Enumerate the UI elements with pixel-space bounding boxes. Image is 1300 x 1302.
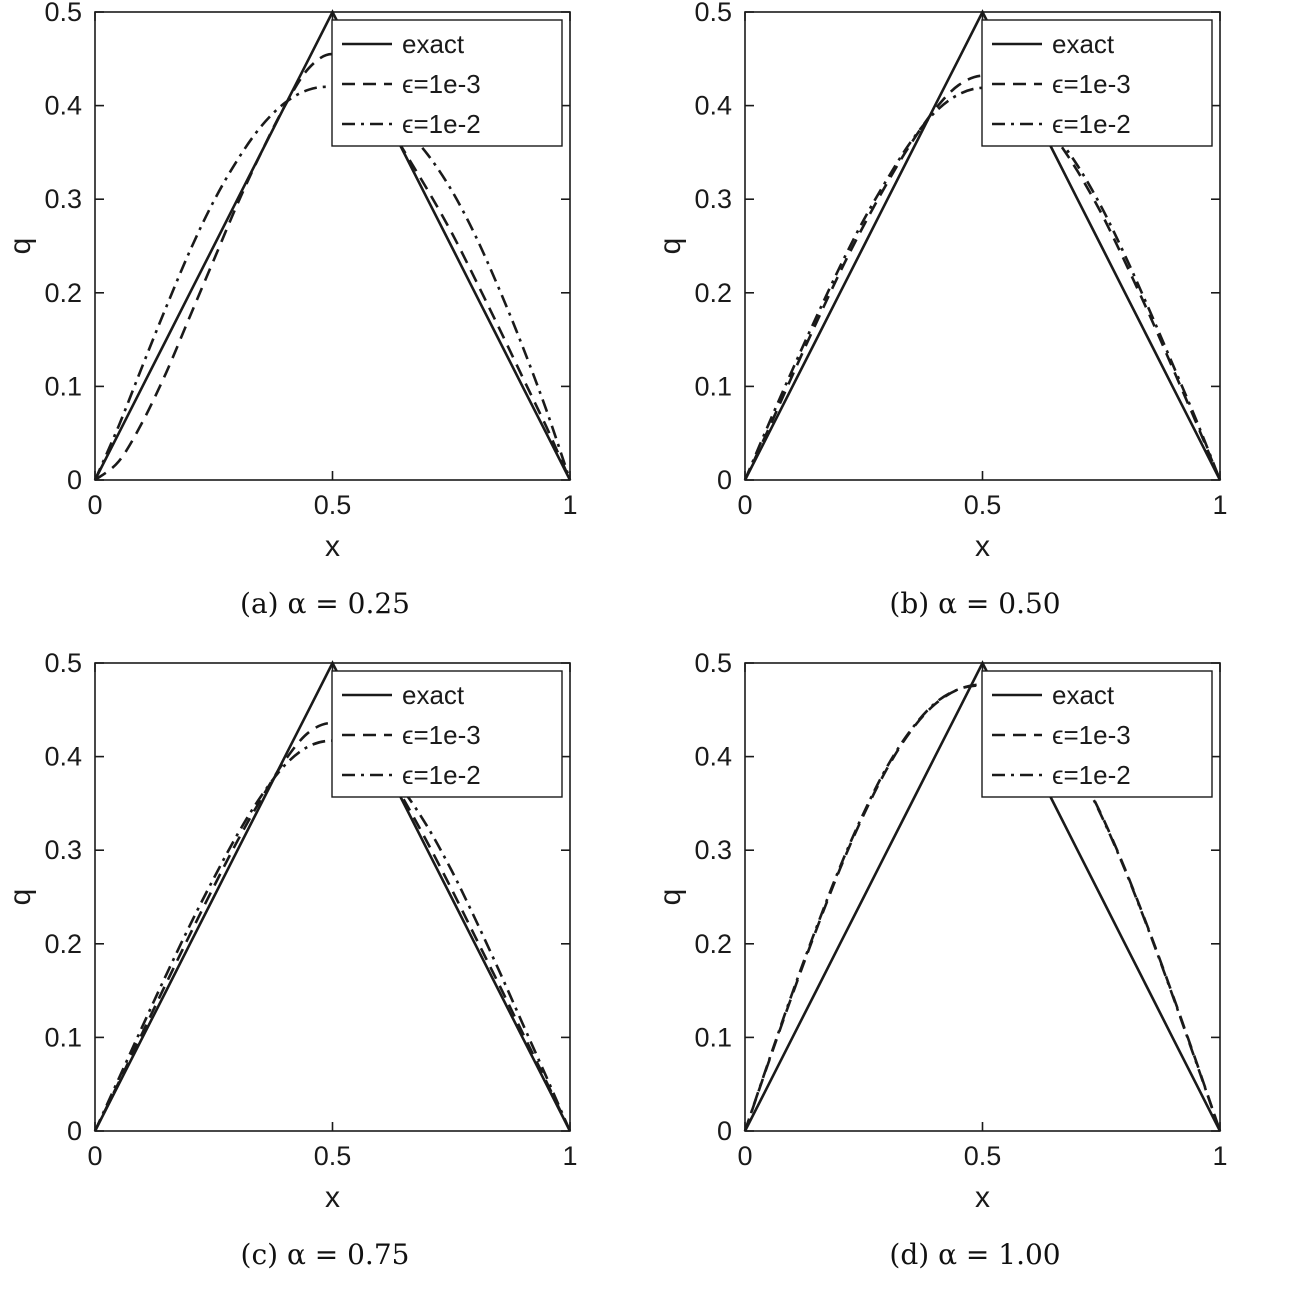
series-line-dashed [93, 721, 572, 1132]
x-axis-label: x [975, 530, 990, 563]
y-tick-label: 0.4 [694, 742, 732, 772]
y-tick-label: 0.3 [694, 835, 732, 865]
y-tick-label: 0.1 [694, 1022, 732, 1052]
x-tick-label: 0.5 [314, 1141, 352, 1171]
y-tick-label: 0.4 [44, 742, 82, 772]
caption-d: (d) α = 1.00 [889, 1238, 1061, 1271]
x-tick-label: 0.5 [314, 490, 352, 520]
x-tick-label: 0 [87, 1141, 102, 1171]
caption-b: (b) α = 0.50 [889, 587, 1061, 620]
x-tick-label: 1 [562, 490, 577, 520]
series-line-solid [93, 660, 572, 1132]
x-axis-label: x [325, 1181, 340, 1214]
x-tick-label: 0.5 [964, 1141, 1002, 1171]
panel-a: 0 0.5 1 0 0.1 0.2 0.3 0.4 0.5 x q exact ϵ=1e-3 ϵ=1e-2… [0, 0, 650, 651]
legend-label: exact [402, 29, 465, 59]
legend-label: ϵ=1e-3 [402, 720, 481, 750]
y-tick-label: 0.3 [44, 835, 82, 865]
y-tick-label: 0.5 [44, 651, 82, 678]
y-tick-label: 0.2 [694, 929, 732, 959]
y-tick-label: 0.1 [44, 371, 82, 401]
legend-label: ϵ=1e-2 [1052, 760, 1131, 790]
legend-label: exact [1052, 680, 1115, 710]
panel-b: 0 0.5 1 0 0.1 0.2 0.3 0.4 0.5 x q exact ϵ=1e-3 ϵ=1e-2… [650, 0, 1300, 651]
x-tick-label: 0.5 [964, 490, 1002, 520]
plot-c: 0 0.5 1 0 0.1 0.2 0.3 0.4 0.5 x q exact ϵ=1e-3 ϵ=1e-2 [4, 651, 578, 1214]
y-tick-label: 0 [67, 1116, 82, 1146]
plot-d: 0 0.5 1 0 0.1 0.2 0.3 0.4 0.5 x q exact ϵ=1e-3 ϵ=1e-2 [654, 651, 1228, 1214]
legend-label: ϵ=1e-2 [1052, 109, 1131, 139]
y-axis-label: q [4, 238, 37, 255]
legend-label: ϵ=1e-3 [402, 69, 481, 99]
y-tick-label: 0.1 [44, 1022, 82, 1052]
panel-d: 0 0.5 1 0 0.1 0.2 0.3 0.4 0.5 x q exact ϵ=1e-3 ϵ=1e-2… [650, 651, 1300, 1302]
y-tick-label: 0.2 [694, 278, 732, 308]
y-tick-label: 0.3 [44, 184, 82, 214]
y-axis-label: q [654, 238, 687, 255]
x-tick-label: 0 [87, 490, 102, 520]
y-tick-label: 0.1 [694, 371, 732, 401]
series-line-dashed [94, 52, 572, 482]
caption-a: (a) α = 0.25 [240, 587, 410, 620]
series-line-dashed [743, 74, 1222, 481]
series-line-solid [743, 9, 1222, 481]
y-tick-label: 0.5 [694, 0, 732, 27]
y-tick-label: 0 [717, 465, 732, 495]
x-tick-label: 1 [1212, 1141, 1227, 1171]
y-tick-label: 0.2 [44, 929, 82, 959]
panel-c: 0 0.5 1 0 0.1 0.2 0.3 0.4 0.5 x q exact ϵ=1e-3 ϵ=1e-2… [0, 651, 650, 1302]
legend-label: ϵ=1e-2 [402, 109, 481, 139]
y-tick-label: 0 [717, 1116, 732, 1146]
y-tick-label: 0.2 [44, 278, 82, 308]
y-tick-label: 0.4 [44, 91, 82, 121]
plot-b: 0 0.5 1 0 0.1 0.2 0.3 0.4 0.5 x q exact ϵ=1e-3 ϵ=1e-2 [654, 0, 1228, 563]
legend-label: exact [402, 680, 465, 710]
series-line-dashed [743, 683, 1222, 1132]
legend-label: ϵ=1e-3 [1052, 69, 1131, 99]
y-tick-label: 0.5 [44, 0, 82, 27]
x-tick-label: 0 [737, 1141, 752, 1171]
x-tick-label: 1 [1212, 490, 1227, 520]
y-tick-label: 0.3 [694, 184, 732, 214]
legend-label: ϵ=1e-3 [1052, 720, 1131, 750]
y-tick-label: 0 [67, 465, 82, 495]
x-axis-label: x [975, 1181, 990, 1214]
series-line-solid [93, 9, 572, 481]
plot-a: 0 0.5 1 0 0.1 0.2 0.3 0.4 0.5 x q exact ϵ=1e-3 ϵ=1e-2 [4, 0, 578, 563]
x-tick-label: 1 [562, 1141, 577, 1171]
y-tick-label: 0.5 [694, 651, 732, 678]
y-axis-label: q [4, 889, 37, 906]
x-axis-label: x [325, 530, 340, 563]
legend-label: exact [1052, 29, 1115, 59]
legend-label: ϵ=1e-2 [402, 760, 481, 790]
y-axis-label: q [654, 889, 687, 906]
x-tick-label: 0 [737, 490, 752, 520]
series-line-solid [743, 660, 1222, 1132]
caption-c: (c) α = 0.75 [240, 1238, 410, 1271]
y-tick-label: 0.4 [694, 91, 732, 121]
